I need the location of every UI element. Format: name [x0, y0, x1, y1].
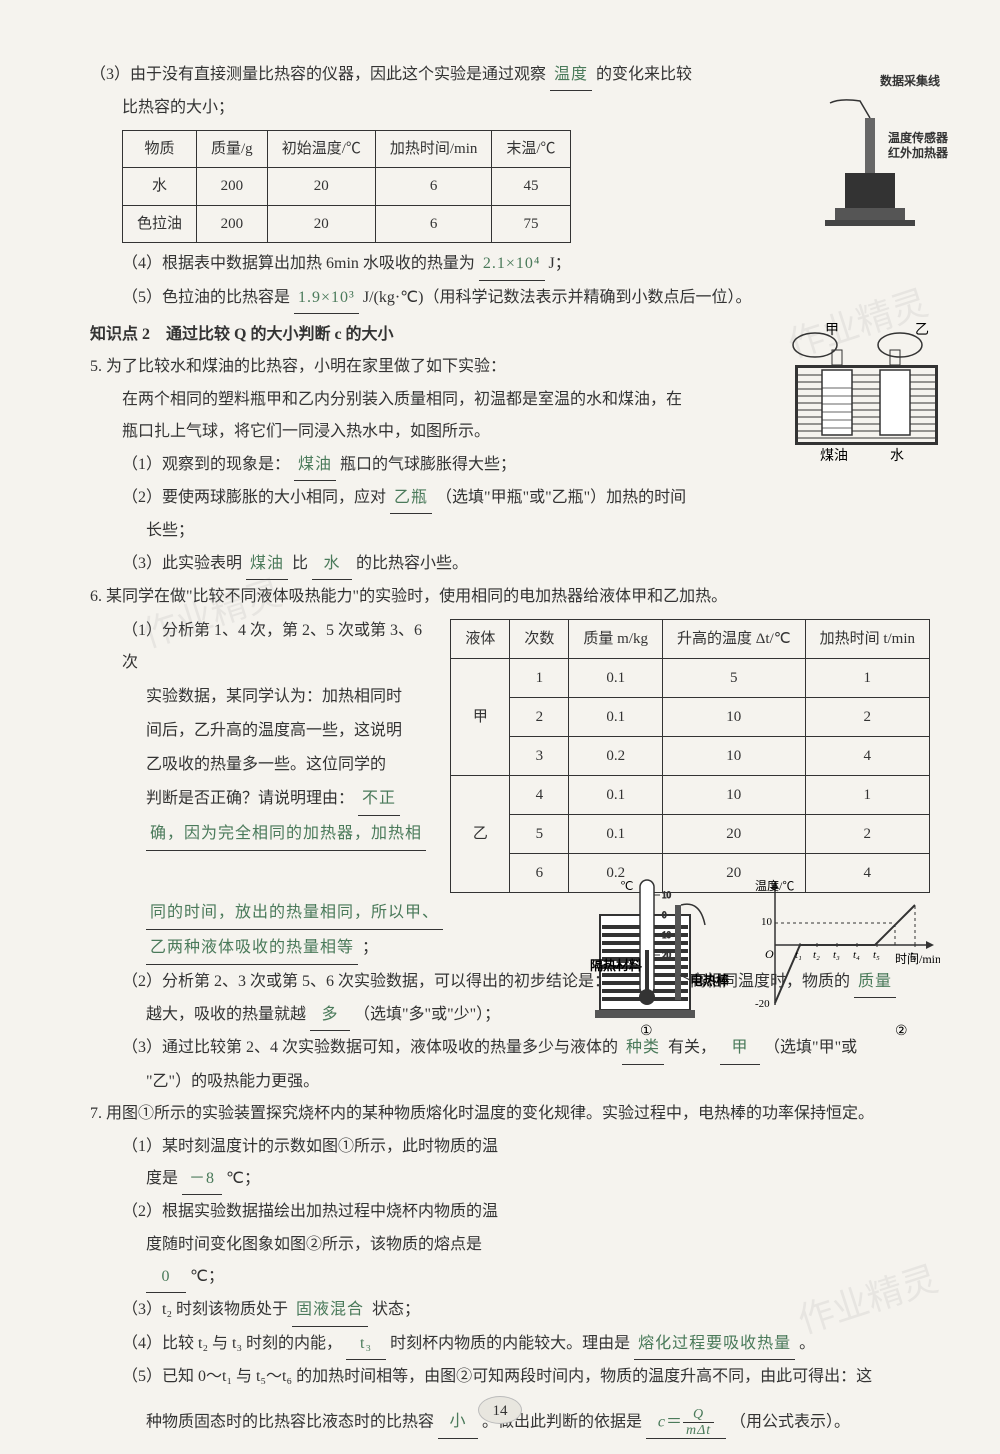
svg-text:10: 10 [662, 890, 672, 900]
svg-text:℃: ℃ [620, 879, 633, 893]
q5line: （5）色拉油的比热容是 1.9×10³ J/(kg·℃)（用科学记数法表示并精确… [90, 283, 930, 314]
svg-text:20: 20 [662, 950, 672, 960]
q5-p2: （2）要使两球膨胀的大小相同，应对 乙瓶 （选填"甲瓶"或"乙瓶"）加热的时间 [90, 483, 930, 514]
page-number: 14 [478, 1396, 522, 1424]
q7-p1b: 度是 －8 ℃； [90, 1164, 930, 1195]
q7-p1a: （1）某时刻温度计的示数如图①所示，此时物质的温 [90, 1132, 930, 1162]
svg-text:O: O [765, 947, 774, 961]
fig1-label-heater: 红外加热器 [888, 146, 948, 160]
svg-text:时间/min: 时间/min [895, 952, 940, 966]
svg-text:温度/℃: 温度/℃ [755, 878, 794, 893]
q7-p2a: （2）根据实验数据描绘出加热过程中烧杯内物质的温 [90, 1197, 930, 1227]
q5line-ans: 1.9×10³ [294, 283, 359, 314]
fig1-label-line: 数据采集线 [810, 70, 940, 93]
q6-p3d: "乙"）的吸热能力更强。 [90, 1067, 930, 1097]
svg-text:10: 10 [662, 930, 672, 940]
figure-thermo-graph: 10 0 10 20 ℃ 隔热材料 电热棒 ① 温度/℃ 时间/min 10 -… [590, 875, 940, 1053]
q3-line2: 比热容的大小； [90, 93, 930, 123]
svg-text:水: 水 [890, 448, 904, 464]
q7-p5a: （5）已知 0～t₁ 与 t₅～t₆ 的加热时间相等，由图②可知两段时间内，物质… [90, 1362, 930, 1392]
q6-stem: 6. 某同学在做"比较不同液体吸热能力"的实验时，使用相同的电加热器给液体甲和乙… [90, 582, 930, 612]
q4: （4）根据表中数据算出加热 6min 水吸收的热量为 2.1×10⁴ J； [90, 249, 930, 280]
svg-text:电热棒: 电热棒 [690, 973, 730, 988]
svg-text:①: ① [640, 1024, 653, 1039]
q7-p4: （4）比较 t₂ 与 t₃ 时刻的内能， t₃ 时刻杯内物质的内能较大。理由是 … [90, 1329, 930, 1360]
table-heat: 物质质量/g 初始温度/℃加热时间/min 末温/℃ 水200 206 45 色… [122, 130, 571, 244]
content: （3）由于没有直接测量比热容的仪器，因此这个实验是通过观察 温度 的变化来比较 … [90, 60, 930, 1439]
q3-line1: （3）由于没有直接测量比热容的仪器，因此这个实验是通过观察 温度 的变化来比较 [90, 60, 930, 91]
q7-stem: 7. 用图①所示的实验装置探究烧杯内的某种物质熔化时温度的变化规律。实验过程中，… [90, 1099, 930, 1129]
svg-text:t₁: t₁ [795, 949, 802, 961]
svg-text:t₆: t₆ [910, 949, 917, 961]
svg-text:t₅: t₅ [873, 949, 880, 961]
fig1-label-sensor: 温度传感器 [888, 131, 948, 145]
svg-text:10: 10 [761, 916, 773, 928]
svg-text:0: 0 [662, 910, 667, 920]
svg-text:t₃: t₃ [833, 949, 840, 961]
svg-text:②: ② [895, 1024, 908, 1039]
svg-text:煤油: 煤油 [820, 448, 848, 464]
svg-text:隔热材料: 隔热材料 [590, 958, 642, 973]
q5-p3: （3）此实验表明 煤油 比 水 的比热容小些。 [90, 549, 930, 580]
q7-p3: （3）t₂ 时刻该物质处于 固液混合 状态； [90, 1295, 930, 1326]
svg-text:t₄: t₄ [853, 949, 860, 961]
q7-p2c: 0 ℃； [90, 1262, 930, 1293]
q3-ans1: 温度 [550, 60, 592, 91]
q5-p2c: 长些； [90, 516, 930, 546]
svg-text:t₂: t₂ [813, 949, 820, 961]
svg-text:乙: 乙 [915, 322, 929, 338]
q7-p2b: 度随时间变化图象如图②所示，该物质的熔点是 [90, 1230, 930, 1260]
svg-text:-20: -20 [755, 998, 770, 1010]
q4-ans: 2.1×10⁴ [479, 249, 545, 280]
figure-bottles: 甲 乙 煤油 水 [790, 320, 940, 479]
figure-apparatus: 数据采集线 温度传感器 红外加热器 [810, 70, 940, 162]
table-liquids: 液体次数 质量 m/kg升高的温度 Δt/℃ 加热时间 t/min 甲10.15… [450, 619, 930, 893]
